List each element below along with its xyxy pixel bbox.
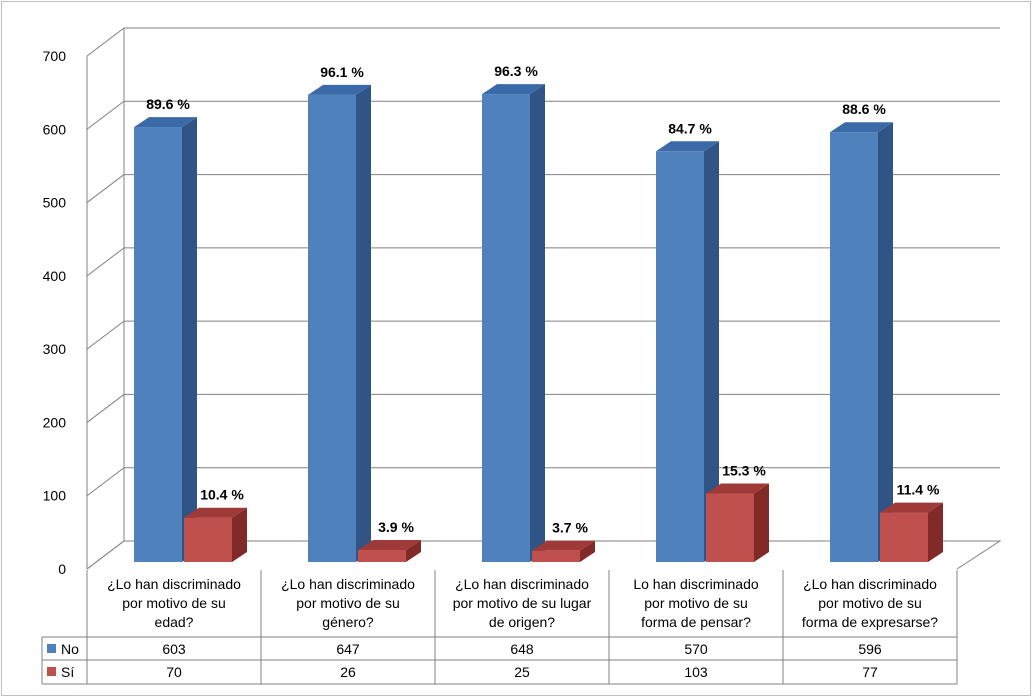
bar-no-side — [356, 84, 371, 562]
gridline-side — [86, 467, 125, 497]
table-cell: 596 — [858, 641, 882, 657]
bar-no-top — [482, 84, 545, 95]
y-tick-label: 600 — [43, 121, 67, 137]
bar-sí-side — [580, 540, 595, 562]
legend-key-no — [47, 644, 56, 653]
category-label: por motivo de su — [818, 595, 922, 611]
data-label: 89.6 % — [146, 96, 190, 112]
bar-sí-front — [706, 493, 754, 562]
data-label: 3.9 % — [378, 519, 414, 535]
bar-no-front — [134, 127, 182, 562]
category-label: edad? — [155, 614, 194, 630]
data-label: 11.4 % — [897, 482, 940, 498]
bar-no-top — [308, 84, 371, 95]
category-label: forma de expresarse? — [802, 614, 938, 630]
y-tick-label: 700 — [43, 48, 67, 64]
category-label: por motivo de su — [122, 595, 226, 611]
bar-sí-top — [358, 539, 421, 550]
data-label: 15.3 % — [722, 463, 766, 479]
gridline-side — [86, 27, 125, 57]
gridline-side — [86, 394, 125, 423]
category-label: de origen? — [489, 614, 555, 630]
legend-label: Sí — [61, 664, 74, 680]
legend-key-sí — [47, 667, 56, 676]
bar-no-top — [134, 117, 197, 128]
bar-no-side — [530, 84, 545, 562]
category-label: Lo han discriminado — [633, 576, 759, 592]
bar-sí-top — [532, 540, 595, 551]
bar-no-side — [182, 117, 197, 562]
bar-sí-front — [532, 550, 580, 562]
y-tick-label: 200 — [43, 414, 67, 430]
bar-no-side — [878, 122, 893, 563]
data-label: 10.4 % — [200, 487, 244, 503]
table-cell: 648 — [510, 641, 534, 657]
data-label: 3.7 % — [552, 520, 588, 536]
bar-no-front — [308, 94, 356, 562]
gridline-side — [86, 320, 125, 350]
bar-no-top — [656, 141, 719, 152]
bar-no-front — [830, 132, 878, 562]
table-cell: 70 — [166, 664, 182, 680]
table-cell: 77 — [862, 664, 878, 680]
gridline-side — [86, 247, 125, 277]
bar-sí-front — [358, 549, 406, 562]
y-tick-label: 300 — [43, 341, 67, 357]
table-cell: 103 — [684, 664, 708, 680]
legend-label: No — [61, 641, 79, 657]
bar-sí-side — [754, 483, 769, 562]
bar-sí-side — [928, 502, 943, 562]
table-cell: 570 — [684, 641, 708, 657]
bar-sí-side — [406, 539, 421, 562]
gridline-side — [86, 100, 125, 130]
category-label: ¿Lo han discriminado — [281, 576, 415, 592]
bar-sí-side — [232, 507, 247, 562]
category-label: ¿Lo han discriminado — [455, 576, 589, 592]
category-label: género? — [322, 614, 374, 630]
data-label: 96.3 % — [494, 63, 538, 79]
y-tick-label: 500 — [43, 195, 67, 211]
table-cell: 25 — [514, 664, 530, 680]
category-label: ¿Lo han discriminado — [803, 576, 937, 592]
category-label: por motivo de su — [296, 595, 400, 611]
category-label: ¿Lo han discriminado — [107, 576, 241, 592]
y-tick-label: 0 — [58, 561, 66, 577]
table-cell: 603 — [162, 641, 186, 657]
bar-sí-front — [880, 512, 928, 562]
data-label: 88.6 % — [842, 101, 886, 117]
bar-no-top — [830, 122, 893, 133]
y-tick-label: 400 — [43, 268, 67, 284]
bar-sí-top — [706, 483, 769, 494]
bar-no-front — [482, 94, 530, 562]
data-label: 84.7 % — [668, 120, 712, 136]
bar-no-front — [656, 151, 704, 562]
category-label: por motivo de su lugar — [453, 595, 592, 611]
bar-sí-top — [184, 507, 247, 518]
y-tick-label: 100 — [43, 488, 67, 504]
bar-sí-front — [184, 517, 232, 562]
bar-sí-top — [880, 502, 943, 513]
table-cell: 647 — [336, 641, 360, 657]
category-label: por motivo de su — [644, 595, 748, 611]
bar-no-side — [704, 141, 719, 562]
category-label: forma de pensar? — [641, 614, 751, 630]
gridline-side — [86, 174, 125, 203]
table-cell: 26 — [340, 664, 356, 680]
data-label: 96.1 % — [320, 64, 364, 80]
